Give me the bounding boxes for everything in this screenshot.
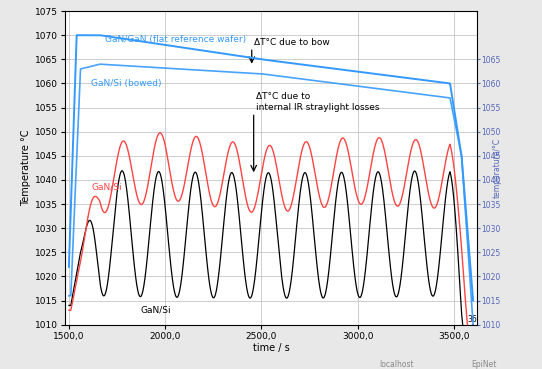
- Text: ΔT°C due to bow: ΔT°C due to bow: [254, 38, 330, 47]
- Y-axis label: Temperature °C: Temperature °C: [21, 130, 31, 206]
- Text: ΔT°C due to
internal IR straylight losses: ΔT°C due to internal IR straylight losse…: [256, 92, 379, 112]
- Text: GaN/Si: GaN/Si: [140, 306, 171, 315]
- Text: 36: 36: [467, 315, 477, 324]
- Y-axis label: temperature/°C: temperature/°C: [493, 138, 502, 198]
- Text: EpiNet: EpiNet: [472, 360, 497, 369]
- Text: GaN/Si (bowed): GaN/Si (bowed): [91, 79, 162, 88]
- Text: localhost: localhost: [379, 360, 414, 369]
- Text: GaN/Si: GaN/Si: [91, 183, 121, 192]
- X-axis label: time / s: time / s: [253, 344, 289, 354]
- Text: GaN/GaN (flat reference wafer): GaN/GaN (flat reference wafer): [106, 35, 247, 44]
